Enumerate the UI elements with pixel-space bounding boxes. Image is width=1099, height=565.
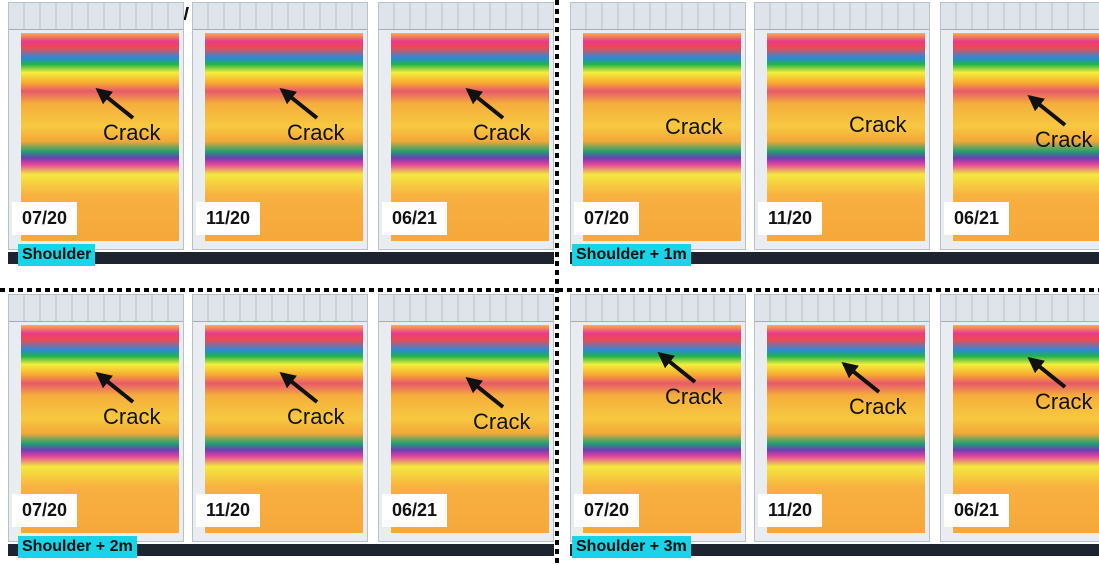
crack-label: Crack bbox=[665, 384, 722, 410]
title-bar bbox=[9, 295, 183, 322]
date-label: 11/20 bbox=[758, 202, 822, 235]
date-label: 07/20 bbox=[12, 202, 77, 235]
date-label: 06/21 bbox=[382, 202, 447, 235]
position-label: Shoulder + 2m bbox=[18, 536, 137, 558]
date-label: 11/20 bbox=[196, 202, 260, 235]
date-label: 06/21 bbox=[944, 494, 1009, 527]
title-bar bbox=[193, 295, 367, 322]
position-label: Shoulder + 1m bbox=[572, 244, 691, 266]
crack-label: Crack bbox=[287, 120, 344, 146]
page: {"labels":{"east":"E","west":"W"}, "quad… bbox=[0, 0, 1099, 565]
crack-label: Crack bbox=[665, 114, 722, 140]
crack-label: Crack bbox=[1035, 389, 1092, 415]
crack-label: Crack bbox=[1035, 127, 1092, 153]
title-bar bbox=[571, 3, 745, 30]
crack-label: Crack bbox=[849, 394, 906, 420]
crack-label: Crack bbox=[473, 120, 530, 146]
title-bar bbox=[379, 295, 553, 322]
crack-label: Crack bbox=[473, 409, 530, 435]
crack-label: Crack bbox=[849, 112, 906, 138]
date-label: 11/20 bbox=[758, 494, 822, 527]
title-bar bbox=[9, 3, 183, 30]
crack-label: Crack bbox=[287, 404, 344, 430]
crack-label: Crack bbox=[103, 120, 160, 146]
position-label: Shoulder + 3m bbox=[572, 536, 691, 558]
title-bar bbox=[941, 295, 1099, 322]
date-label: 11/20 bbox=[196, 494, 260, 527]
date-label: 07/20 bbox=[574, 202, 639, 235]
title-bar bbox=[941, 3, 1099, 30]
title-bar bbox=[755, 3, 929, 30]
date-label: 07/20 bbox=[12, 494, 77, 527]
crack-label: Crack bbox=[103, 404, 160, 430]
title-bar bbox=[193, 3, 367, 30]
title-bar bbox=[379, 3, 553, 30]
date-label: 06/21 bbox=[382, 494, 447, 527]
title-bar bbox=[571, 295, 745, 322]
position-label: Shoulder bbox=[18, 244, 95, 266]
title-bar bbox=[755, 295, 929, 322]
date-label: 06/21 bbox=[944, 202, 1009, 235]
date-label: 07/20 bbox=[574, 494, 639, 527]
